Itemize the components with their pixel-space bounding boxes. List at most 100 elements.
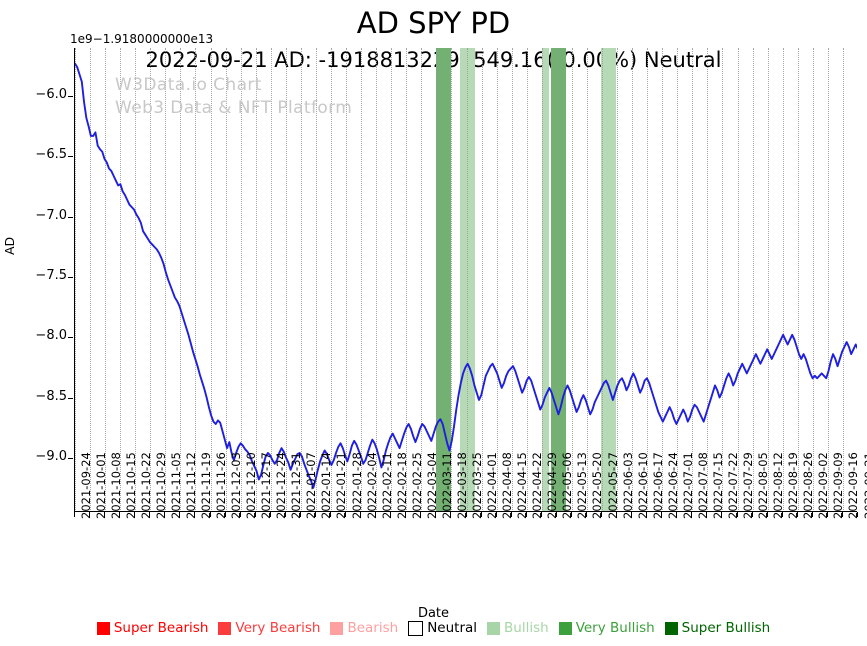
x-tick-mark xyxy=(857,512,858,517)
legend-swatch-icon xyxy=(408,620,424,636)
y-tick-mark xyxy=(68,337,73,339)
x-tick-mark xyxy=(540,512,542,517)
x-tick-label: 2022-02-18 xyxy=(394,452,409,519)
x-tick-mark xyxy=(751,512,753,517)
gridline xyxy=(571,48,573,511)
legend-item-very-bearish[interactable]: Very Bearish xyxy=(218,620,320,636)
x-tick-label: 2022-05-13 xyxy=(575,452,590,519)
y-tick-label: −6.0 xyxy=(35,87,67,103)
page-title: AD SPY PD xyxy=(356,6,511,40)
gridline xyxy=(255,48,257,511)
gridline xyxy=(677,48,679,511)
gridline xyxy=(481,48,483,511)
x-tick-mark xyxy=(375,512,377,517)
x-tick-label: 2022-03-11 xyxy=(439,452,454,519)
legend-item-very-bullish[interactable]: Very Bullish xyxy=(558,620,655,636)
x-tick-mark xyxy=(134,512,136,517)
x-tick-label: 2021-10-15 xyxy=(123,452,138,519)
x-tick-mark xyxy=(450,512,452,517)
sentiment-band xyxy=(550,48,566,511)
legend-item-bullish[interactable]: Bullish xyxy=(487,620,549,636)
x-tick-label: 2022-02-25 xyxy=(409,452,424,519)
gridline xyxy=(692,48,694,511)
x-tick-label: 2021-12-03 xyxy=(229,452,244,519)
x-tick-mark xyxy=(480,512,482,517)
x-tick-mark xyxy=(179,512,181,517)
gridline xyxy=(556,48,558,511)
x-tick-label: 2022-04-15 xyxy=(515,452,530,519)
x-tick-label: 2022-01-21 xyxy=(334,452,349,519)
x-tick-mark xyxy=(299,512,301,517)
y-tick-mark xyxy=(68,397,73,399)
x-tick-mark xyxy=(269,512,271,517)
x-tick-mark xyxy=(631,512,633,517)
x-tick-label: 2022-01-14 xyxy=(319,452,334,519)
x-tick-label: 2022-03-25 xyxy=(470,452,484,519)
x-tick-mark xyxy=(661,512,663,517)
gridline xyxy=(315,48,317,511)
gridline xyxy=(782,48,784,511)
legend-label: Super Bearish xyxy=(113,620,209,636)
x-tick-label: 2021-11-26 xyxy=(214,452,229,519)
x-tick-label: 2022-09-09 xyxy=(831,452,846,519)
gridline xyxy=(90,48,92,511)
y-tick-label: −7.0 xyxy=(35,207,67,223)
x-tick-mark xyxy=(149,512,151,517)
x-tick-label: 2022-07-22 xyxy=(725,452,740,519)
x-tick-label: 2021-09-24 xyxy=(78,452,93,519)
gridline xyxy=(602,48,604,511)
gridline xyxy=(150,48,152,511)
x-tick-label: 2022-03-04 xyxy=(424,452,439,519)
y-axis-ticks: −6.0 −6.5 −7.0 −7.5 −8.0 −8.5 −9.0 xyxy=(0,0,67,646)
x-tick-mark xyxy=(601,512,603,517)
x-tick-label: 2021-10-22 xyxy=(138,452,153,519)
gridline xyxy=(797,48,799,511)
y-tick-label: −8.0 xyxy=(35,328,67,344)
legend-item-neutral[interactable]: Neutral xyxy=(408,620,477,636)
x-tick-label: 2022-06-10 xyxy=(635,452,650,519)
x-tick-mark xyxy=(525,512,527,517)
gridline xyxy=(632,48,634,511)
x-tick-mark xyxy=(74,512,75,517)
sentiment-band xyxy=(436,48,452,511)
y-tick-label: −9.0 xyxy=(35,448,67,464)
legend-label: Bearish xyxy=(347,620,399,636)
legend-label: Very Bearish xyxy=(235,620,321,636)
x-tick-label: 2022-09-21 xyxy=(861,452,867,519)
gridline xyxy=(240,48,242,511)
gridline xyxy=(346,48,348,511)
gridline xyxy=(586,48,588,511)
gridline xyxy=(812,48,814,511)
x-tick-mark xyxy=(284,512,286,517)
x-tick-mark xyxy=(495,512,497,517)
x-tick-label: 2022-08-26 xyxy=(801,452,816,519)
gridline xyxy=(135,48,137,511)
legend-swatch-icon xyxy=(558,621,572,635)
legend-item-bearish[interactable]: Bearish xyxy=(330,620,398,636)
x-tick-label: 2022-04-29 xyxy=(545,452,560,519)
legend-item-super-bullish[interactable]: Super Bullish xyxy=(664,620,770,636)
gridline xyxy=(496,48,498,511)
x-tick-label: 2022-06-03 xyxy=(620,452,635,519)
y-tick-mark xyxy=(68,457,73,459)
x-tick-label: 2022-04-08 xyxy=(500,452,515,519)
gridline xyxy=(180,48,182,511)
gridline xyxy=(376,48,378,511)
gridline xyxy=(361,48,363,511)
gridline xyxy=(225,48,227,511)
gridline xyxy=(330,48,332,511)
x-tick-label: 2022-02-04 xyxy=(364,452,379,519)
x-tick-label: 2022-01-07 xyxy=(304,452,319,519)
legend-item-super-bearish[interactable]: Super Bearish xyxy=(96,620,209,636)
y-tick-mark xyxy=(68,156,73,158)
legend-swatch-icon xyxy=(664,621,678,635)
x-tick-label: 2022-09-16 xyxy=(846,452,861,519)
x-tick-label: 2021-12-31 xyxy=(289,452,304,519)
gridline xyxy=(647,48,649,511)
gridline xyxy=(511,48,513,511)
gridline xyxy=(737,48,739,511)
x-tick-mark xyxy=(390,512,392,517)
legend-swatch-icon xyxy=(96,621,110,635)
x-tick-label: 2021-12-17 xyxy=(259,452,274,519)
x-tick-label: 2021-11-12 xyxy=(183,452,198,519)
